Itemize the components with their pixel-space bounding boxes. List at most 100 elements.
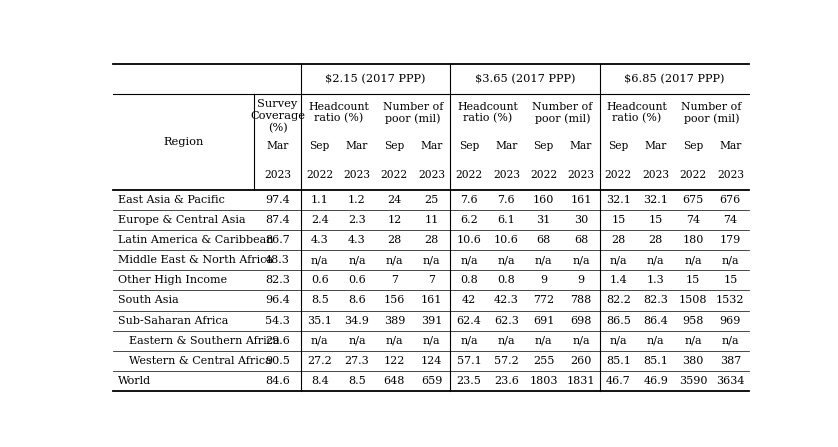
- Text: 4.3: 4.3: [348, 235, 366, 245]
- Text: n/a: n/a: [311, 336, 328, 346]
- Text: 1508: 1508: [679, 295, 707, 305]
- Text: 86.4: 86.4: [644, 316, 668, 325]
- Text: 15: 15: [649, 215, 663, 225]
- Text: 969: 969: [720, 316, 741, 325]
- Text: Region: Region: [163, 137, 204, 147]
- Text: $6.85 (2017 PPP): $6.85 (2017 PPP): [624, 74, 725, 84]
- Text: 15: 15: [611, 215, 625, 225]
- Text: 659: 659: [421, 376, 442, 386]
- Text: 97.4: 97.4: [265, 195, 290, 205]
- Text: World: World: [117, 376, 151, 386]
- Text: 15: 15: [685, 275, 700, 285]
- Text: 2022: 2022: [605, 170, 632, 181]
- Text: 2023: 2023: [567, 170, 594, 181]
- Text: n/a: n/a: [498, 336, 515, 346]
- Text: 57.1: 57.1: [457, 356, 481, 366]
- Text: 85.1: 85.1: [606, 356, 631, 366]
- Text: Sep: Sep: [534, 141, 554, 152]
- Text: 4.3: 4.3: [311, 235, 328, 245]
- Text: n/a: n/a: [647, 255, 665, 265]
- Text: 9: 9: [541, 275, 547, 285]
- Text: 648: 648: [384, 376, 405, 386]
- Text: 2022: 2022: [380, 170, 408, 181]
- Text: 788: 788: [571, 295, 592, 305]
- Text: 23.6: 23.6: [494, 376, 519, 386]
- Text: n/a: n/a: [349, 255, 366, 265]
- Text: 27.2: 27.2: [308, 356, 332, 366]
- Text: 2.4: 2.4: [311, 215, 328, 225]
- Text: 30: 30: [574, 215, 588, 225]
- Text: 380: 380: [682, 356, 704, 366]
- Text: 2.3: 2.3: [348, 215, 366, 225]
- Text: Sep: Sep: [309, 141, 330, 152]
- Text: 11: 11: [425, 215, 439, 225]
- Text: Other High Income: Other High Income: [117, 275, 227, 285]
- Text: Mar: Mar: [266, 141, 289, 152]
- Text: 1.2: 1.2: [348, 195, 366, 205]
- Text: 42: 42: [462, 295, 476, 305]
- Text: Sub-Saharan Africa: Sub-Saharan Africa: [117, 316, 228, 325]
- Text: East Asia & Pacific: East Asia & Pacific: [117, 195, 225, 205]
- Text: 96.4: 96.4: [265, 295, 290, 305]
- Text: n/a: n/a: [535, 255, 552, 265]
- Text: 3634: 3634: [716, 376, 745, 386]
- Text: 86.5: 86.5: [606, 316, 631, 325]
- Text: 10.6: 10.6: [457, 235, 482, 245]
- Text: 1.3: 1.3: [647, 275, 665, 285]
- Text: 7.6: 7.6: [498, 195, 515, 205]
- Text: 82.3: 82.3: [265, 275, 290, 285]
- Text: 698: 698: [571, 316, 592, 325]
- Text: Mar: Mar: [570, 141, 592, 152]
- Text: Sep: Sep: [384, 141, 405, 152]
- Text: n/a: n/a: [609, 255, 627, 265]
- Text: 0.8: 0.8: [498, 275, 515, 285]
- Text: 87.4: 87.4: [265, 215, 290, 225]
- Text: 675: 675: [682, 195, 704, 205]
- Text: 2022: 2022: [455, 170, 483, 181]
- Text: Western & Central Africa: Western & Central Africa: [129, 356, 272, 366]
- Text: 62.4: 62.4: [457, 316, 482, 325]
- Text: Europe & Central Asia: Europe & Central Asia: [117, 215, 246, 225]
- Text: Sep: Sep: [608, 141, 628, 152]
- Text: 34.9: 34.9: [344, 316, 370, 325]
- Text: Mar: Mar: [421, 141, 442, 152]
- Text: 2023: 2023: [493, 170, 520, 181]
- Text: 391: 391: [421, 316, 442, 325]
- Text: 9: 9: [577, 275, 585, 285]
- Text: 1532: 1532: [716, 295, 745, 305]
- Text: 1.1: 1.1: [311, 195, 328, 205]
- Text: 2022: 2022: [680, 170, 706, 181]
- Text: 54.3: 54.3: [265, 316, 290, 325]
- Text: 10.6: 10.6: [494, 235, 519, 245]
- Text: 2023: 2023: [344, 170, 370, 181]
- Text: 82.2: 82.2: [606, 295, 631, 305]
- Text: 0.6: 0.6: [348, 275, 366, 285]
- Text: 1831: 1831: [566, 376, 595, 386]
- Text: 2022: 2022: [530, 170, 557, 181]
- Text: Headcount
ratio (%): Headcount ratio (%): [458, 102, 518, 124]
- Text: 28: 28: [425, 235, 439, 245]
- Text: Mar: Mar: [495, 141, 518, 152]
- Text: Headcount
ratio (%): Headcount ratio (%): [308, 102, 369, 124]
- Text: 31: 31: [536, 215, 551, 225]
- Text: 161: 161: [571, 195, 592, 205]
- Text: 0.6: 0.6: [311, 275, 328, 285]
- Text: 12: 12: [387, 215, 401, 225]
- Text: 691: 691: [533, 316, 555, 325]
- Text: 23.5: 23.5: [457, 376, 482, 386]
- Text: n/a: n/a: [647, 336, 665, 346]
- Text: 3590: 3590: [679, 376, 707, 386]
- Text: n/a: n/a: [423, 336, 441, 346]
- Text: 84.6: 84.6: [265, 376, 290, 386]
- Text: 68: 68: [536, 235, 551, 245]
- Text: Mar: Mar: [644, 141, 667, 152]
- Text: 389: 389: [384, 316, 405, 325]
- Text: n/a: n/a: [385, 255, 403, 265]
- Text: $2.15 (2017 PPP): $2.15 (2017 PPP): [325, 74, 426, 84]
- Text: 7: 7: [428, 275, 435, 285]
- Text: 2023: 2023: [642, 170, 670, 181]
- Text: 15: 15: [723, 275, 737, 285]
- Text: 387: 387: [720, 356, 741, 366]
- Text: n/a: n/a: [311, 255, 328, 265]
- Text: Number of
poor (mil): Number of poor (mil): [532, 101, 592, 124]
